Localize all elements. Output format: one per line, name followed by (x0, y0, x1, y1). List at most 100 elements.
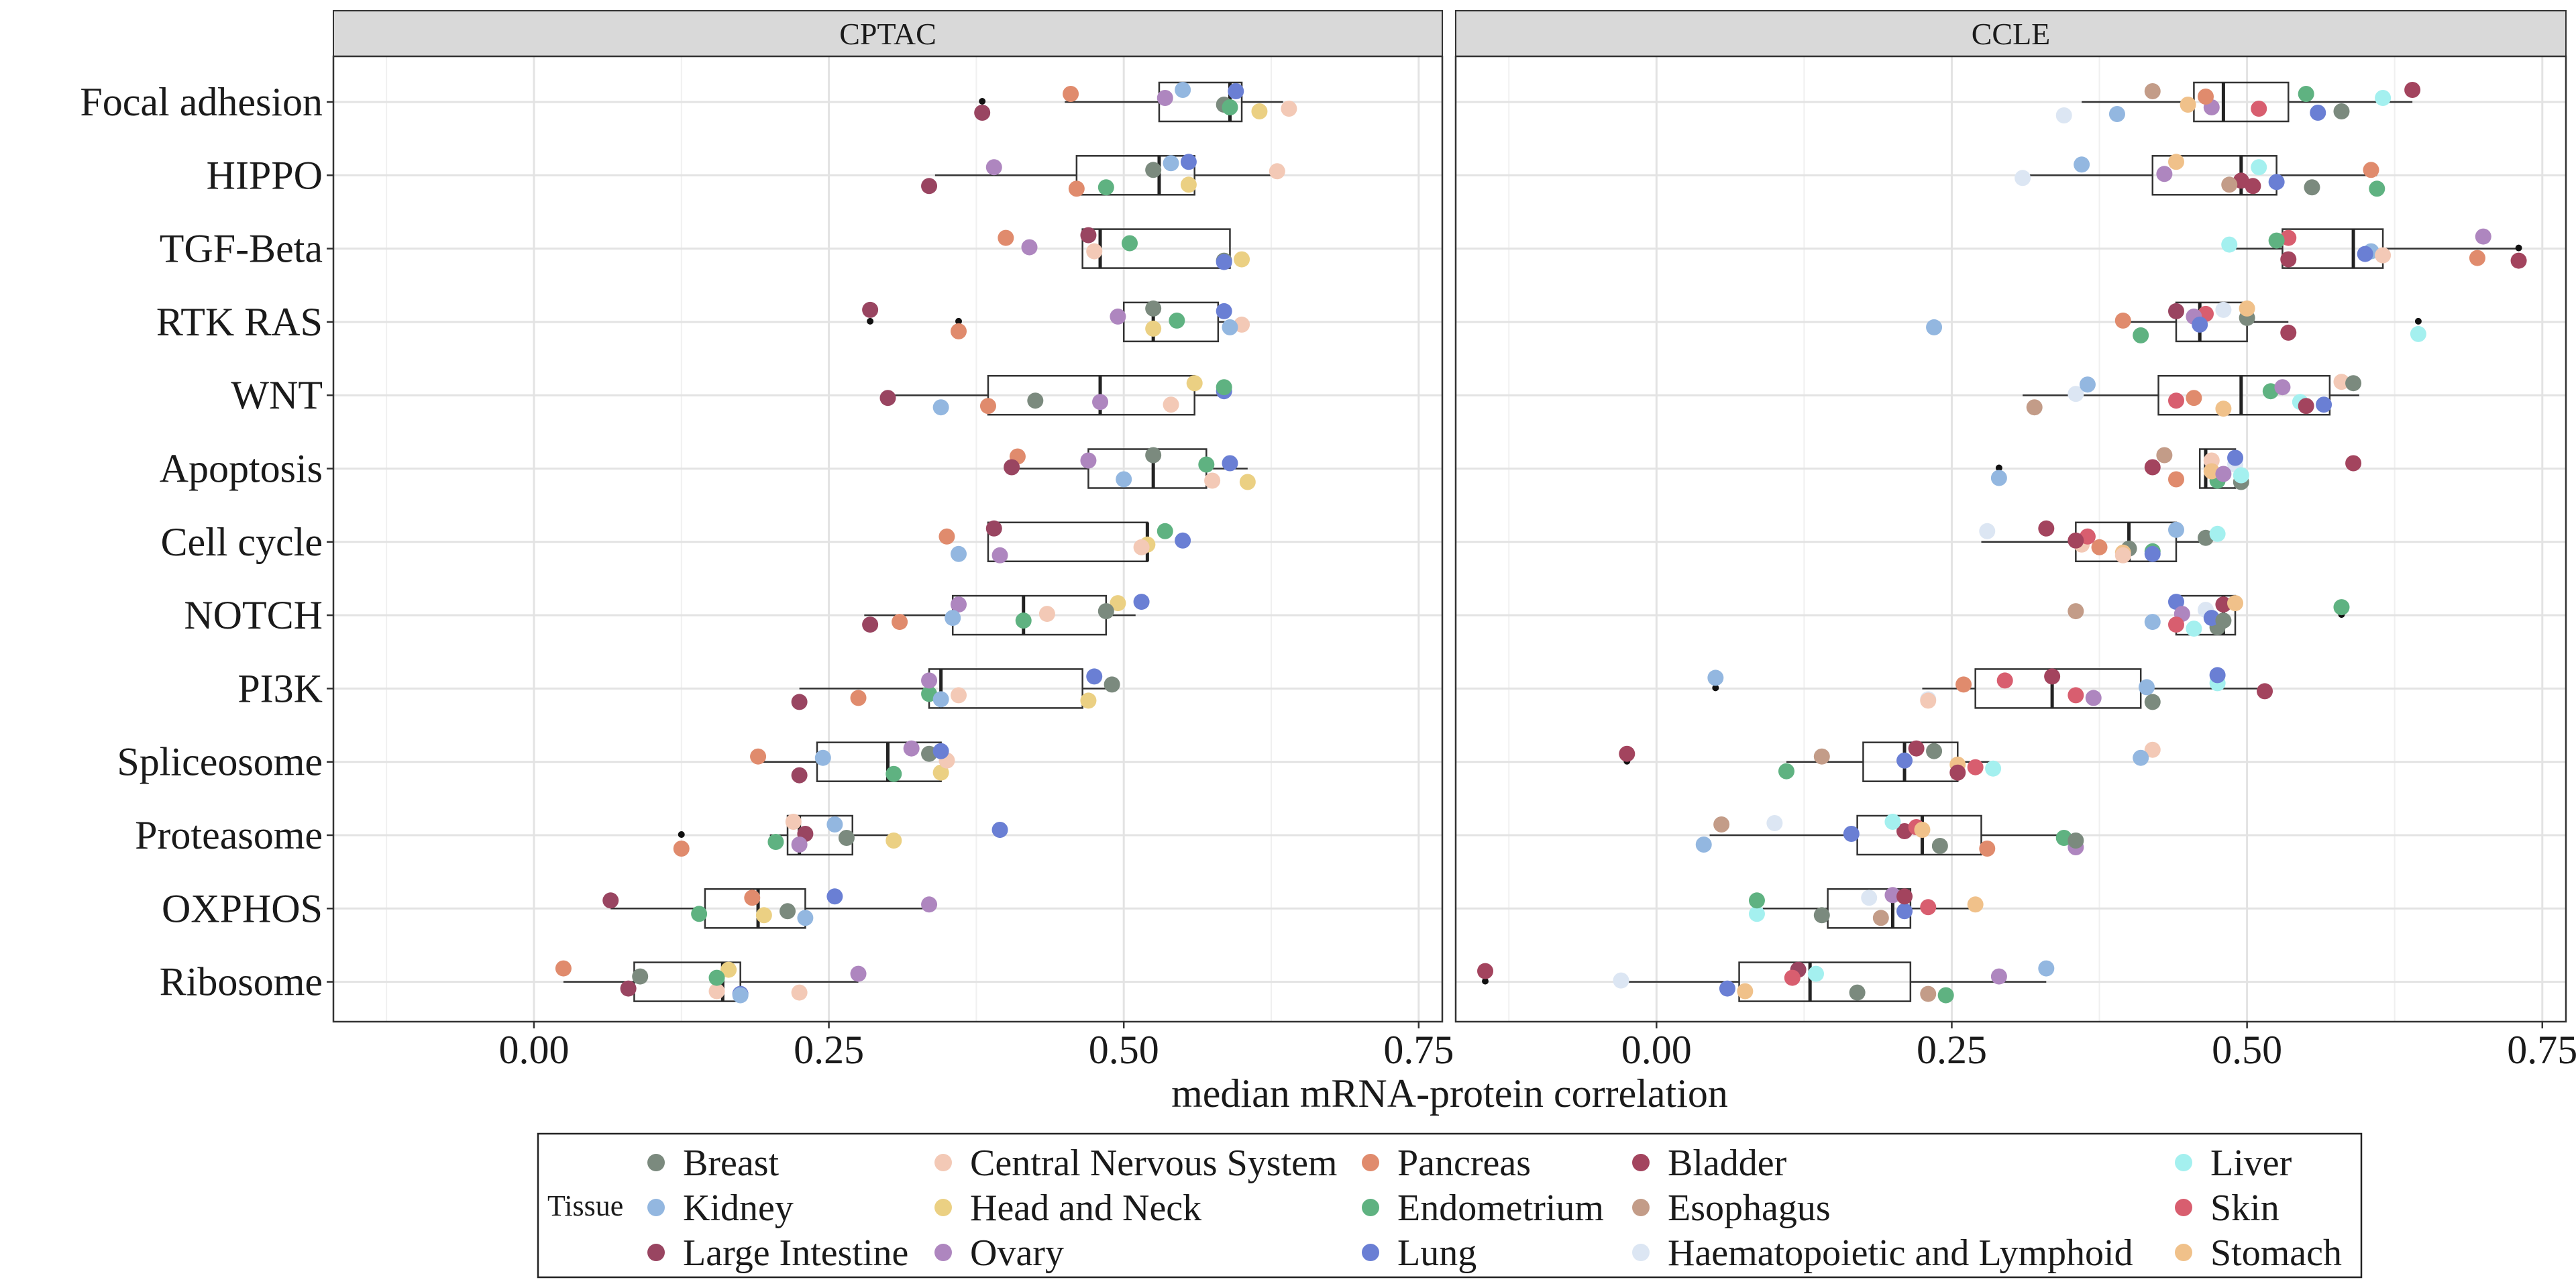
data-point (1979, 841, 1996, 857)
data-point (1748, 906, 1765, 922)
data-point (2239, 300, 2255, 317)
data-point (2180, 97, 2196, 113)
x-tick-label: 0.50 (2212, 1028, 2282, 1072)
data-point (2227, 449, 2244, 466)
legend-swatch (647, 1154, 665, 1171)
data-point (1086, 243, 1103, 260)
y-tick-label: Ribosome (160, 960, 323, 1004)
data-point (1896, 903, 1913, 920)
outlier-point (2414, 317, 2422, 325)
outlier-point (979, 98, 986, 105)
data-point (720, 961, 737, 978)
data-point (732, 987, 749, 1004)
y-tick-label: Focal adhesion (80, 80, 323, 124)
data-point (1707, 669, 1724, 686)
legend-item-skin: Skin (2175, 1187, 2279, 1229)
data-point (2475, 228, 2491, 245)
data-point (2186, 621, 2202, 637)
data-point (785, 814, 802, 830)
data-point (2167, 154, 2184, 170)
data-point (1204, 472, 1221, 489)
legend-label: Lung (1397, 1232, 1477, 1274)
data-point (2233, 467, 2249, 484)
legend-item-large-intestine: Large Intestine (647, 1232, 908, 1274)
data-point (862, 616, 879, 633)
data-point (1180, 154, 1197, 170)
legend-swatch (2175, 1244, 2192, 1261)
data-point (2333, 103, 2350, 119)
y-tick-label: OXPHOS (162, 886, 323, 930)
data-point (938, 528, 955, 545)
outlier-point (1482, 977, 1489, 985)
box-iqr (987, 374, 1195, 416)
panel-border (1454, 55, 2567, 1023)
data-point (979, 398, 996, 415)
data-point (985, 520, 1002, 537)
data-point (1990, 968, 2007, 985)
legend-label: Liver (2210, 1142, 2292, 1184)
data-point (921, 672, 938, 689)
data-point (1477, 963, 1494, 979)
data-point (2015, 170, 2031, 186)
data-point (2108, 106, 2125, 122)
data-point (1949, 764, 1966, 781)
legend-swatch (934, 1199, 952, 1216)
data-point (2215, 400, 2232, 417)
data-point (1145, 162, 1162, 178)
data-point (2068, 386, 2084, 402)
data-point (2044, 668, 2061, 685)
data-point (1116, 471, 1132, 488)
data-point (1926, 319, 1943, 335)
legend-label: Head and Neck (970, 1187, 1201, 1229)
data-point (1145, 320, 1162, 337)
outlier-point (1712, 684, 1719, 692)
legend-label: Esophagus (1668, 1187, 1831, 1229)
legend-title: Tissue (547, 1189, 623, 1222)
panel-cptac: CPTAC 0.00 0.25 0.50 0.75 (332, 10, 1454, 1072)
data-point (1021, 239, 1038, 256)
data-point (1145, 300, 1162, 317)
data-point (814, 749, 831, 766)
box-iqr (1738, 961, 1912, 1002)
data-point (2221, 176, 2238, 193)
data-point (932, 399, 949, 416)
data-point (1080, 227, 1097, 244)
data-point (1104, 676, 1120, 693)
data-point (1872, 910, 1889, 926)
data-point (1216, 254, 1232, 270)
data-point (1813, 907, 1830, 924)
data-point (791, 837, 808, 853)
data-point (2363, 162, 2379, 178)
data-point (1920, 985, 1937, 1002)
data-point (1884, 814, 1901, 830)
data-point (2215, 612, 2232, 629)
data-point (885, 765, 902, 782)
data-point (1145, 447, 1162, 464)
x-tick-label: 0.00 (1621, 1028, 1692, 1072)
data-point (2055, 107, 2072, 123)
data-point (1234, 251, 1250, 268)
data-point (2227, 595, 2244, 612)
data-point (780, 903, 796, 920)
data-point (1713, 816, 1730, 833)
legend-item-kidney: Kidney (647, 1187, 794, 1229)
data-point (708, 969, 725, 986)
data-point (1967, 759, 1984, 775)
data-point (1719, 980, 1735, 997)
legend-label: Endometrium (1397, 1187, 1604, 1229)
data-point (951, 545, 967, 562)
legend-swatch (1632, 1244, 1650, 1261)
data-point (2038, 520, 2055, 537)
legend-swatch (1632, 1199, 1650, 1216)
x-tick-label: 0.75 (2507, 1028, 2576, 1072)
data-point (2469, 250, 2485, 266)
box-iqr (1075, 155, 1195, 196)
data-point (1849, 984, 1866, 1001)
y-tick-label: NOTCH (184, 593, 323, 637)
outlier-point (678, 831, 685, 838)
data-point (1695, 837, 1712, 853)
data-point (1281, 101, 1297, 117)
data-point (1228, 83, 1244, 99)
legend-label: Breast (683, 1142, 780, 1184)
data-point (2410, 325, 2426, 342)
